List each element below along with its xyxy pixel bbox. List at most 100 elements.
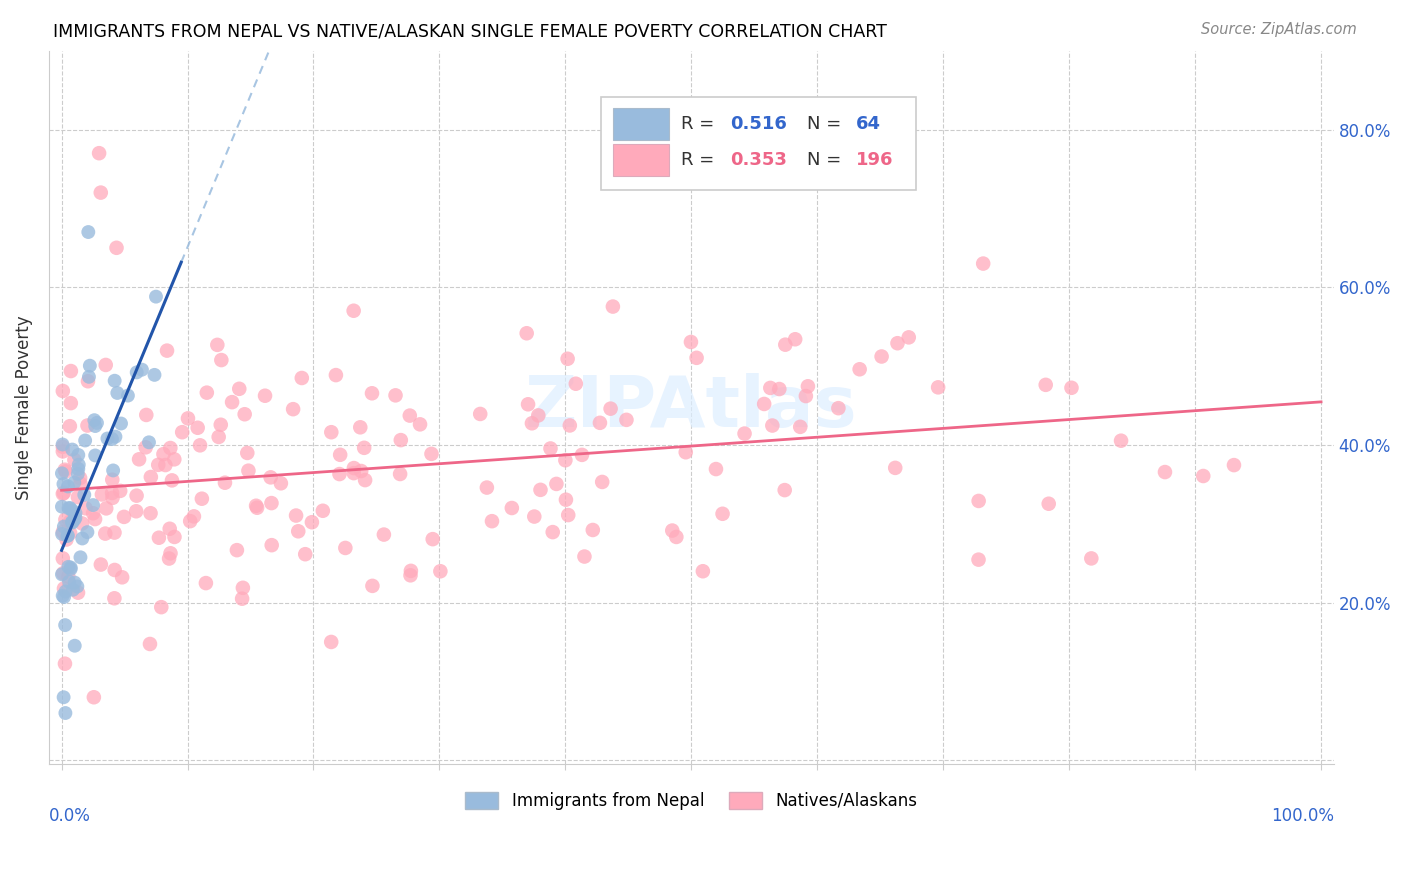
Point xyxy=(520,417,543,431)
Point xyxy=(101,463,124,477)
Point xyxy=(52,485,75,500)
Point xyxy=(870,350,893,364)
Point xyxy=(58,501,80,516)
Point xyxy=(761,418,783,433)
Point xyxy=(354,473,377,487)
Point xyxy=(789,420,811,434)
Text: R =: R = xyxy=(681,151,720,169)
Point xyxy=(73,488,96,502)
Point xyxy=(848,362,870,376)
Point xyxy=(214,475,236,490)
Point xyxy=(1060,381,1083,395)
Point xyxy=(335,541,357,555)
Point xyxy=(159,522,181,536)
Point xyxy=(259,470,281,484)
Legend: Immigrants from Nepal, Natives/Alaskans: Immigrants from Nepal, Natives/Alaskans xyxy=(458,785,924,816)
Point xyxy=(233,407,256,421)
Point xyxy=(285,508,308,523)
Point xyxy=(155,458,177,472)
Point xyxy=(52,477,75,491)
Point xyxy=(163,452,186,467)
Point xyxy=(183,509,205,524)
Point xyxy=(768,382,790,396)
Point xyxy=(84,449,107,463)
Point xyxy=(409,417,432,432)
Point xyxy=(128,452,150,467)
Point xyxy=(557,351,579,366)
Point xyxy=(104,563,127,577)
Point xyxy=(59,515,82,529)
Point xyxy=(58,559,80,574)
Point xyxy=(160,474,183,488)
Point xyxy=(665,530,688,544)
Point xyxy=(135,440,157,454)
Point xyxy=(101,491,124,505)
Point xyxy=(65,510,87,524)
Y-axis label: Single Female Poverty: Single Female Poverty xyxy=(15,315,32,500)
Point xyxy=(546,477,568,491)
Point xyxy=(52,582,75,596)
Text: N =: N = xyxy=(807,151,846,169)
Point xyxy=(77,225,100,239)
Point xyxy=(384,388,406,402)
Point xyxy=(90,487,112,501)
Point xyxy=(353,441,375,455)
Point xyxy=(94,526,117,541)
Point xyxy=(60,442,83,457)
Point xyxy=(398,409,420,423)
Point xyxy=(232,581,254,595)
Point xyxy=(66,467,89,481)
FancyBboxPatch shape xyxy=(602,97,917,190)
Point xyxy=(967,552,990,566)
FancyBboxPatch shape xyxy=(613,109,669,140)
Point xyxy=(76,525,98,540)
Point xyxy=(63,453,86,467)
Point xyxy=(63,512,86,526)
Point xyxy=(591,475,613,489)
Point xyxy=(104,430,127,444)
Point xyxy=(110,417,132,431)
Point xyxy=(65,506,87,520)
Point xyxy=(77,369,100,384)
Point xyxy=(101,473,124,487)
Point xyxy=(734,426,756,441)
Point xyxy=(67,462,90,476)
Point xyxy=(53,590,76,604)
Point xyxy=(481,514,503,528)
Point xyxy=(52,551,75,566)
Point xyxy=(177,411,200,425)
Point xyxy=(58,574,80,589)
Point xyxy=(972,256,994,270)
Point xyxy=(967,494,990,508)
Point xyxy=(692,564,714,578)
Point xyxy=(52,384,75,398)
Point xyxy=(52,487,75,501)
Point xyxy=(565,376,588,391)
Point xyxy=(179,514,201,528)
Point xyxy=(517,397,540,411)
Point xyxy=(53,618,76,632)
Point xyxy=(59,560,82,574)
FancyBboxPatch shape xyxy=(613,145,669,176)
Point xyxy=(238,464,260,478)
Point xyxy=(228,382,250,396)
Point xyxy=(420,447,443,461)
Point xyxy=(558,418,581,433)
Point xyxy=(55,706,77,720)
Point xyxy=(328,467,350,481)
Point xyxy=(139,637,162,651)
Point xyxy=(343,461,366,475)
Point xyxy=(1154,465,1177,479)
Point xyxy=(287,524,309,539)
Point xyxy=(125,504,148,518)
Point xyxy=(66,490,89,504)
Point xyxy=(86,416,108,430)
Point xyxy=(475,481,498,495)
Point xyxy=(754,397,776,411)
Text: 196: 196 xyxy=(856,151,893,169)
Point xyxy=(111,570,134,584)
Point xyxy=(429,564,451,578)
Point xyxy=(399,564,422,578)
Point xyxy=(83,413,105,427)
Point xyxy=(321,635,343,649)
